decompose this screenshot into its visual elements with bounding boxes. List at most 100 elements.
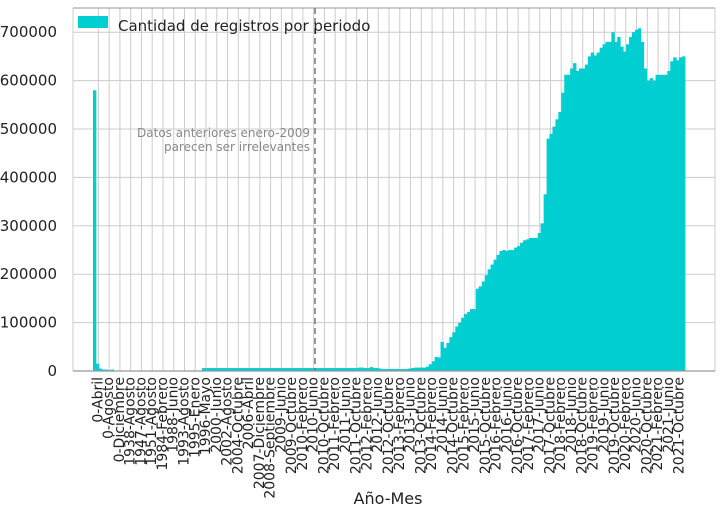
bar	[266, 368, 271, 371]
x-tick-label: 2006-Abril	[241, 377, 257, 449]
bar	[416, 367, 421, 371]
legend-label: Cantidad de registros por periodo	[118, 17, 370, 35]
bar	[437, 357, 441, 371]
bar	[411, 368, 415, 371]
bar	[670, 61, 674, 372]
bar	[305, 368, 309, 371]
bar	[590, 52, 595, 371]
bar	[293, 368, 297, 371]
bar	[514, 247, 518, 371]
bar	[425, 366, 430, 371]
bar	[614, 41, 618, 371]
bar	[269, 368, 274, 371]
bar	[358, 367, 362, 371]
x-tick-label: 2020-Junio	[629, 377, 645, 453]
x-tick-label: 2009-Junio	[273, 377, 289, 453]
bar	[629, 37, 633, 371]
bar	[576, 70, 580, 372]
bar	[260, 368, 265, 371]
bar	[296, 368, 300, 371]
annotation-line-1: Datos anteriores enero-2009	[137, 126, 310, 140]
x-tick-label: 2014-Febrero	[424, 377, 440, 471]
bar	[278, 368, 282, 371]
bar	[587, 56, 592, 372]
bar	[378, 368, 383, 371]
bar	[478, 286, 483, 371]
bar	[658, 74, 662, 371]
bar	[352, 368, 356, 371]
bar	[487, 269, 492, 371]
bar	[655, 74, 659, 371]
bar	[525, 239, 530, 371]
x-tick-label: 2011-Febrero	[327, 377, 343, 471]
bar	[602, 44, 606, 372]
bar	[434, 356, 438, 371]
bar	[461, 317, 465, 371]
bar	[213, 368, 218, 371]
bar	[237, 368, 241, 371]
bar	[611, 32, 615, 371]
bar	[254, 368, 259, 371]
bar	[578, 68, 583, 371]
bar	[676, 60, 680, 372]
legend-swatch	[78, 16, 108, 28]
bar	[455, 326, 459, 371]
bar	[646, 80, 651, 371]
bar	[682, 56, 686, 372]
x-tick-label: 2018-Febrero	[553, 377, 569, 471]
bar	[472, 309, 477, 371]
x-tick-label: 2020-Octubre	[639, 377, 655, 474]
y-tick-label: 400000	[0, 168, 57, 186]
bar	[384, 369, 388, 371]
y-tick-label: 100000	[0, 314, 57, 332]
x-tick-label: 1993-Agosto	[176, 377, 192, 466]
bar	[661, 74, 665, 371]
bar	[528, 237, 533, 371]
bar	[523, 240, 527, 371]
x-tick-label: 2014-Octubre	[446, 377, 462, 474]
bar	[664, 74, 668, 371]
bar	[408, 368, 412, 371]
bar	[623, 51, 627, 372]
bar	[372, 368, 377, 371]
x-tick-label: 2002-Agosto	[220, 377, 236, 466]
bar	[390, 369, 394, 371]
bar	[234, 368, 238, 371]
bar	[95, 363, 100, 371]
x-axis-label: Año-Mes	[354, 489, 423, 508]
x-tick-label: 0-Abril	[90, 377, 106, 423]
x-tick-label: 2015-Febrero	[456, 377, 472, 471]
bar	[228, 368, 232, 371]
bar	[440, 341, 444, 371]
bar	[405, 369, 409, 371]
x-tick-label: 2017-Junio	[532, 377, 548, 453]
y-tick-label: 600000	[0, 72, 57, 90]
bar	[252, 368, 256, 371]
bar	[419, 367, 424, 371]
x-tick-label: 2015-Junio	[467, 377, 483, 453]
bar	[537, 233, 542, 371]
bar	[219, 368, 223, 371]
bar	[308, 368, 312, 371]
bar	[617, 37, 621, 371]
annotation-line-2: parecen ser irrelevantes	[164, 140, 310, 154]
bar	[649, 78, 654, 372]
y-tick-label: 700000	[0, 23, 57, 41]
x-tick-label: 1988-Junio	[166, 377, 182, 453]
bar	[366, 368, 371, 371]
bar	[555, 119, 559, 371]
bar	[101, 369, 106, 371]
x-tick-label: 2021-Febrero	[650, 377, 666, 471]
bar	[549, 133, 553, 371]
bar	[331, 368, 335, 371]
x-tick-label: 2009-Octubre	[284, 377, 300, 474]
bar	[517, 246, 521, 371]
y-tick-label: 0	[47, 362, 57, 380]
bar	[110, 369, 115, 371]
bar	[201, 368, 206, 371]
y-tick-label: 500000	[0, 120, 57, 138]
x-tick-label: 1995-Enero	[187, 377, 203, 458]
x-tick-label: 0-Agosto	[101, 377, 117, 439]
bar	[243, 368, 247, 371]
bar	[546, 138, 550, 371]
